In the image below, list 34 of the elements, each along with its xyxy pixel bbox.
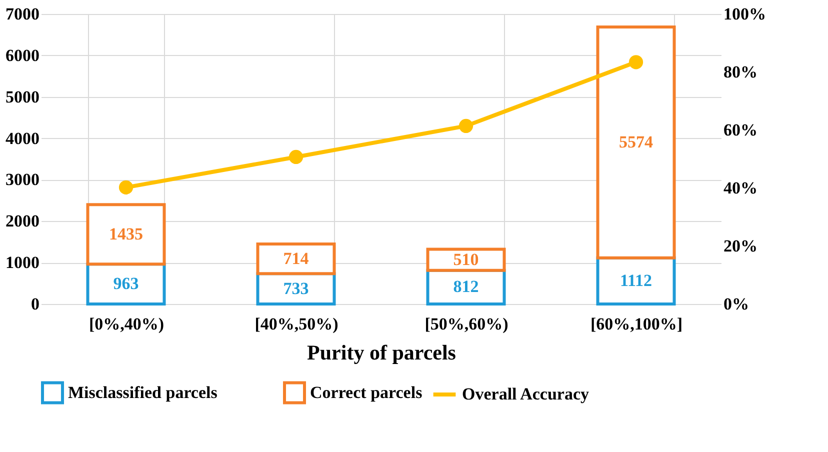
point (118, 180, 134, 194)
data-label: 5574 (619, 132, 654, 152)
x-tick-label: [0%,40%) (88, 314, 164, 334)
x-tick-label: [50%,60%) (424, 314, 508, 334)
point (628, 55, 644, 70)
x-axis-title: Purity of parcels (307, 340, 456, 364)
x-tick-label: [40%,50%) (254, 314, 338, 334)
point (288, 150, 304, 164)
y2-tick-label: 0% (724, 294, 749, 314)
point (458, 118, 474, 133)
y-tick-label: 0 (31, 294, 40, 314)
y-tick-label: 6000 (6, 46, 40, 65)
y-tick-label: 3000 (6, 170, 40, 190)
legend-label: Overall Accuracy (462, 384, 590, 404)
data-label: 714 (283, 248, 310, 268)
y2-tick-label: 100% (724, 4, 766, 24)
y-tick-label: 2000 (6, 212, 40, 231)
data-label: 1435 (109, 224, 143, 244)
data-label: 510 (453, 250, 479, 269)
data-label: 963 (113, 274, 139, 294)
y2-tick-label: 80% (724, 62, 758, 82)
legend-label: Correct parcels (310, 382, 423, 402)
legend-label: Misclassified parcels (68, 382, 218, 402)
data-label: 1112 (620, 270, 652, 290)
y-tick-label: 4000 (6, 128, 40, 148)
y2-tick-label: 20% (724, 236, 758, 256)
x-tick-label: [60%,100%] (590, 314, 683, 334)
y-tick-label: 1000 (6, 253, 40, 272)
y-tick-label: 5000 (6, 87, 40, 106)
y2-tick-label: 40% (724, 178, 758, 198)
y-tick-label: 7000 (6, 4, 40, 24)
data-label: 812 (453, 277, 479, 296)
y2-tick-label: 60% (724, 120, 758, 140)
data-label: 733 (283, 278, 309, 298)
